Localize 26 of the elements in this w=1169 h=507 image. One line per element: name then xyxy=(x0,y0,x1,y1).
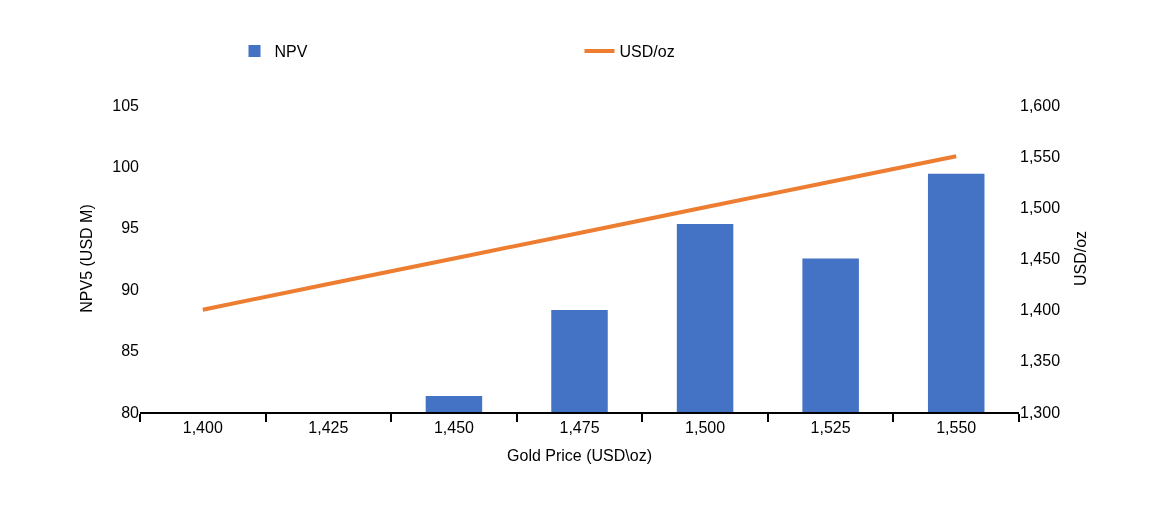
y-tick-label: 100 xyxy=(112,158,140,175)
y2-axis-title: USD/oz xyxy=(1071,230,1089,287)
y2-tick-label: 1,400 xyxy=(1020,301,1061,319)
y2-tick-label: 1,450 xyxy=(1020,250,1061,268)
x-tick-label: 1,525 xyxy=(810,419,851,437)
y-tick-label: 85 xyxy=(121,342,140,360)
legend-label: USD/oz xyxy=(619,43,675,61)
y-tick-label: 105 xyxy=(112,96,140,114)
x-tick-label: 1,425 xyxy=(308,419,349,437)
x-tick-label: 1,500 xyxy=(685,419,726,437)
y2-tick-label: 1,550 xyxy=(1020,147,1061,165)
y-tick-label: 95 xyxy=(121,219,140,237)
y2-tick-label: 1,500 xyxy=(1020,198,1061,216)
legend-label: NPV xyxy=(274,43,308,61)
x-tick-label: 1,400 xyxy=(182,419,223,437)
y2-tick-label: 1,300 xyxy=(1020,403,1061,421)
y-tick-label: 90 xyxy=(121,280,140,298)
y2-tick-label: 1,600 xyxy=(1020,96,1061,114)
x-axis-title: Gold Price (USD\oz) xyxy=(507,447,652,465)
line-series xyxy=(200,154,959,312)
y-tick-label: 80 xyxy=(121,403,140,421)
x-tick-label: 1,550 xyxy=(936,419,977,437)
y2-tick-label: 1,350 xyxy=(1020,352,1061,370)
y-axis-title: NPV5 (USD M) xyxy=(78,204,96,313)
x-tick-label: 1,475 xyxy=(559,419,600,437)
x-tick-label: 1,450 xyxy=(433,419,475,437)
